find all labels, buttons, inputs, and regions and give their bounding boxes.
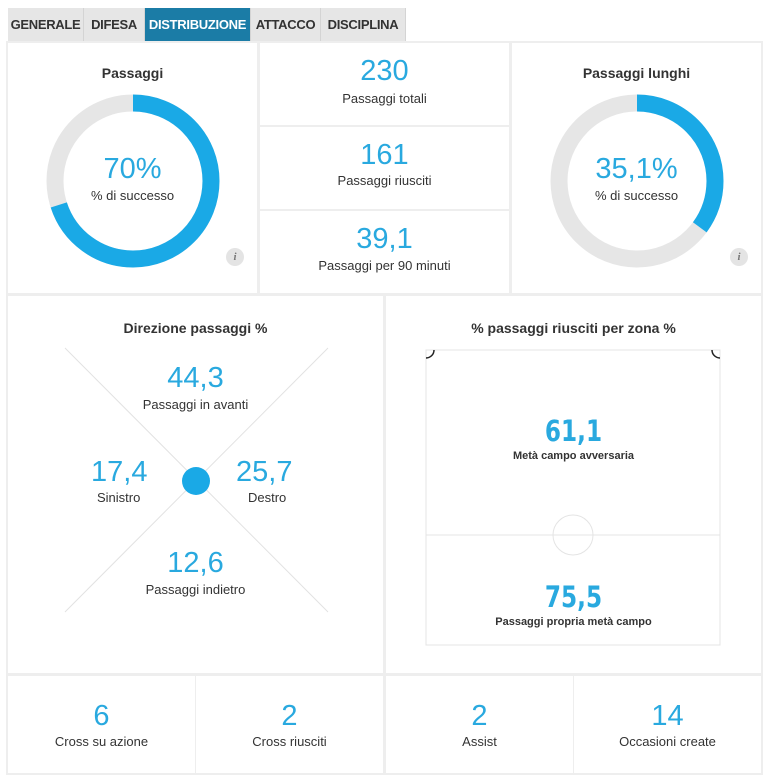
card-title: Direzione passaggi % [123,320,268,336]
stat-cell: 39,1 Passaggi per 90 minuti [260,211,509,293]
stat-card: 2 Cross riusciti [196,676,383,773]
stat-value: 39,1 [356,223,413,255]
stat-value: 12,6 [167,547,224,579]
tab[interactable]: DIFESA [84,8,145,41]
info-icon[interactable]: i [730,248,748,266]
passes-card: Passaggi 70% % di successo i [8,43,257,293]
stat-caption: Passaggi totali [342,91,427,106]
stat-value: 2 [281,700,298,732]
card-title: % passaggi riusciti per zona % [471,320,676,336]
stat-value: 230 [360,55,409,87]
zone-caption: Passaggi propria metà campo [495,616,652,628]
card-title: Passaggi lunghi [582,65,691,81]
stat-value: 17,4 [91,456,148,488]
stat-caption: Passaggi in avanti [135,397,256,412]
direction-graphic [64,347,329,613]
pitch-outline [425,349,721,646]
stat-value: 25,7 [236,456,293,488]
stat-caption: Passaggi riusciti [337,173,432,188]
direction-card: Direzione passaggi % 44,3 Passaggi in av… [8,296,383,673]
center-dot [182,467,210,495]
donut-arc [550,94,724,268]
stat-value: 6 [93,700,110,732]
stat-value: 44,3 [167,362,224,394]
stat-caption: Passaggi indietro [145,582,246,597]
stat-caption: Destro [248,490,287,505]
donut-caption: % di successo [90,188,175,203]
stat-caption: Passaggi per 90 minuti [318,258,451,273]
tab[interactable]: GENERALE [8,8,84,41]
stat-value: 14 [651,700,684,732]
stat-cell: 161 Passaggi riusciti [260,127,509,209]
donut [550,94,724,268]
stat-caption: Sinistro [97,490,141,505]
stat-value: 161 [360,139,409,171]
stat-caption: Cross su azione [54,734,149,749]
zone-caption: Metà campo avversaria [512,450,635,462]
stat-value: 2 [471,700,488,732]
stat-card: 2 Assist [386,676,573,773]
stat-caption: Assist [462,734,497,749]
corner-arc [425,349,435,359]
stat-cell: 230 Passaggi totali [260,43,509,125]
long-passes-card: Passaggi lunghi 35,1% % di successo i [512,43,761,293]
pitch [425,349,721,646]
stat-card: 6 Cross su azione [8,676,195,773]
tab[interactable]: ATTACCO [251,8,321,41]
donut-value: 70% [103,153,162,185]
donut [46,94,220,268]
center-circle [552,514,594,556]
zones-card: % passaggi riusciti per zona % 61,1 Metà… [386,296,761,673]
donut-value: 35,1% [595,153,678,185]
corner-arc [711,349,721,359]
donut-arc [46,94,220,268]
tab[interactable]: DISTRIBUZIONE [145,8,251,41]
tab[interactable]: DISCIPLINA [321,8,406,41]
info-icon[interactable]: i [226,248,244,266]
card-title: Passaggi [101,65,164,81]
zone-value: 75,5 [544,580,603,614]
stat-caption: Occasioni create [619,734,716,749]
donut-caption: % di successo [594,188,679,203]
stat-caption: Cross riusciti [252,734,327,749]
stat-card: 14 Occasioni create [574,676,761,773]
zone-value: 61,1 [544,414,603,448]
